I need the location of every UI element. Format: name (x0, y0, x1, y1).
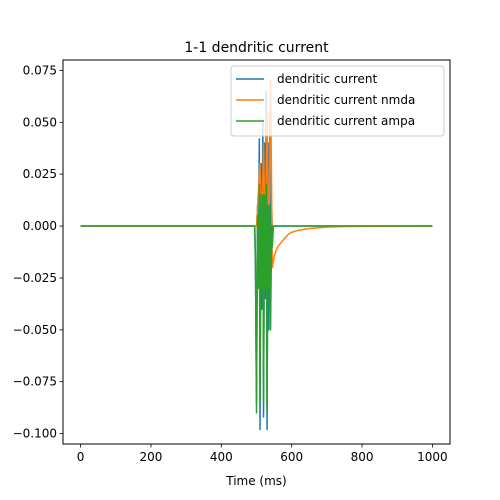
x-axis: 0 200 400 600 800 1000 (77, 444, 448, 464)
series-line-dendritic-current-ampa (80, 183, 433, 414)
plot-area (80, 80, 433, 431)
legend-label: dendritic current (277, 72, 378, 86)
x-tick-label: 600 (280, 450, 303, 464)
y-tick-label: −0.050 (13, 323, 57, 337)
y-tick-label: 0.025 (23, 167, 57, 181)
x-tick-label: 800 (351, 450, 374, 464)
axes-frame (62, 59, 451, 445)
legend-box (230, 65, 445, 137)
y-tick-label: 0.075 (23, 63, 57, 77)
legend-label: dendritic current ampa (277, 114, 415, 128)
x-tick-label: 400 (210, 450, 233, 464)
x-axis-label: Time (ms) (225, 474, 287, 488)
y-tick-label: 0.000 (23, 219, 57, 233)
y-tick-label: −0.100 (13, 427, 57, 441)
series-line-dendritic-current-nmda (80, 80, 433, 269)
y-tick-label: 0.050 (23, 115, 57, 129)
x-tick-label: 1000 (417, 450, 448, 464)
legend-label: dendritic current nmda (277, 93, 415, 107)
y-axis: −0.100 −0.075 −0.050 −0.025 0.000 0.025 0.050 0… (13, 63, 63, 441)
x-tick-label: 200 (140, 450, 163, 464)
y-tick-label: −0.075 (13, 375, 57, 389)
y-tick-label: −0.025 (13, 271, 57, 285)
x-tick-label: 0 (77, 450, 85, 464)
legend: dendritic current dendritic current nmda d… (230, 65, 445, 137)
chart-title: 1-1 dendritic current (184, 40, 329, 56)
